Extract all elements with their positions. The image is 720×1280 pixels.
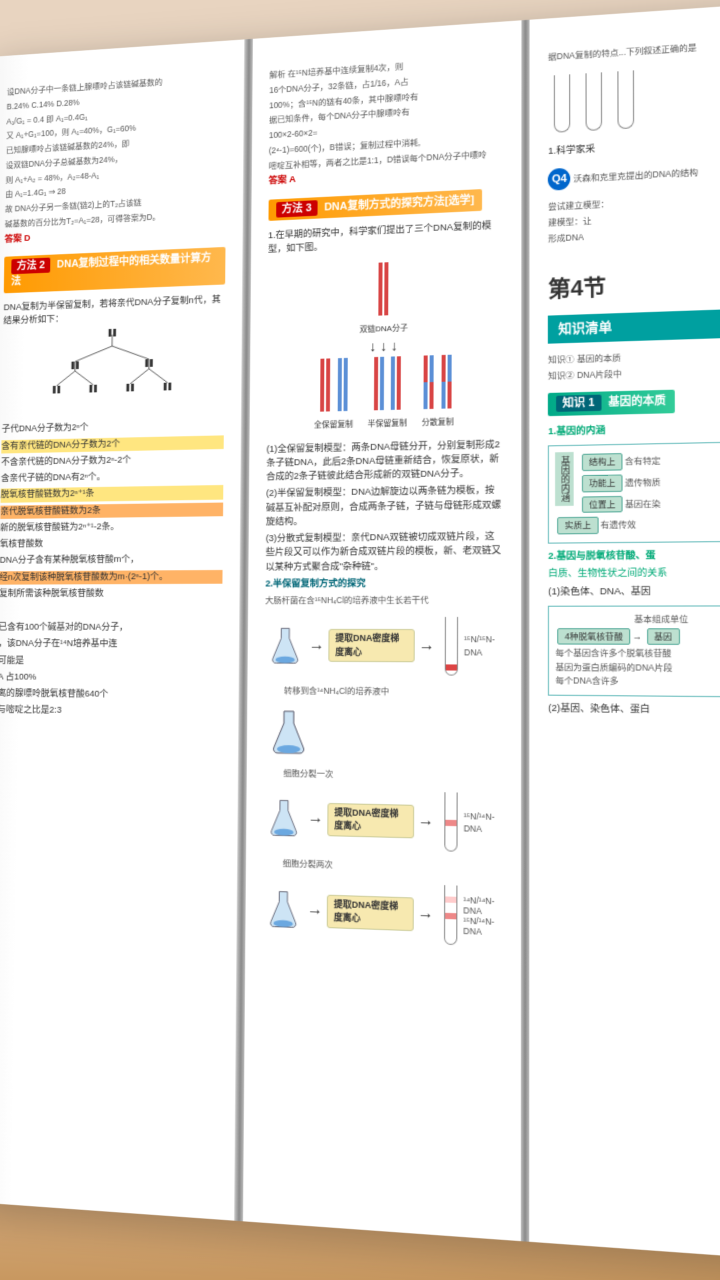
l8: DNA分子含有某种脱氧核苷酸m个， <box>0 553 222 568</box>
pill: 功能上 <box>582 474 623 492</box>
q4-badge: Q4 <box>548 168 570 191</box>
q4: A 占100% <box>0 670 221 685</box>
flask-icon <box>266 884 299 935</box>
l8-hl: 经n次复制该种脱氧核苷酸数为m·(2ⁿ-1)个。 <box>0 569 222 584</box>
pill: 实质上 <box>557 517 598 534</box>
pill: 结构上 <box>582 453 623 471</box>
q3: 可能是 <box>0 654 221 669</box>
tube1-label: ¹⁵N/¹⁵N-DNA <box>464 633 503 659</box>
k2: 知识② DNA片段中 <box>548 363 720 382</box>
method-3-heading: 方法 3 DNA复制方式的探究方法[选学] <box>268 189 482 221</box>
method-3-title: DNA复制方式的探究方法[选学] <box>324 194 474 213</box>
l1-hl: 含有亲代链的DNA分子数为2个 <box>1 435 223 453</box>
rel1: (1)染色体、DNA、基因 <box>548 584 720 599</box>
tube-icon <box>617 70 634 129</box>
k1: 知识① 基因的本质 <box>548 347 720 367</box>
topic-1-heading: 知识 1 基因的本质 <box>548 390 674 416</box>
arrow-icon: → <box>307 898 323 923</box>
pill-text: 基因在染 <box>625 498 661 509</box>
pill-text: 遗传物质 <box>625 477 661 488</box>
flask-icon <box>267 793 300 844</box>
tube-2 <box>444 792 457 852</box>
exp-row-1: → 提取DNA密度梯度离心 → ¹⁵N/¹⁵N-DNA <box>265 613 504 680</box>
box4: 基因为蛋白质编码的DNA片段 <box>555 662 672 673</box>
rep-type-0: 全保留复制 <box>314 418 353 431</box>
step5: 细胞分裂两次 <box>283 857 503 876</box>
tube-row <box>548 57 720 136</box>
exp-intro: 大肠杆菌在含¹⁵NH₄Cl的培养液中生长若干代 <box>265 594 503 607</box>
q5: 离的腺嘌呤脱氧核苷酸640个 <box>0 687 221 703</box>
tube-icon <box>586 72 603 131</box>
exp-row-4: → 提取DNA密度梯度离心 → ¹⁴N/¹⁴N-DNA¹⁵N/¹⁴N-DNA <box>262 876 502 951</box>
q4-text: 沃森和克里克提出的DNA的结构 <box>573 167 698 183</box>
tube3-label: ¹⁴N/¹⁴N-DNA¹⁵N/¹⁴N-DNA <box>463 895 502 938</box>
replication-tree-diagram <box>2 323 225 416</box>
pill-text: 含有特定 <box>625 455 661 466</box>
arrow-icon: → <box>419 634 435 658</box>
gene-essence-box: 基因的内涵 结构上含有特定 功能上遗传物质 位置上基因在染 实质上有遗传效 <box>548 441 720 544</box>
step3: 细胞分裂一次 <box>283 767 503 784</box>
l1: 子代DNA分子数为2ⁿ个 <box>2 418 224 437</box>
sub2b: 白质、生物性状之间的关系 <box>548 566 720 582</box>
arrow-icon: → <box>418 809 434 834</box>
exp-row-2 <box>264 703 503 765</box>
arrow-icon: → <box>309 634 325 658</box>
sub1: 1.基因的内涵 <box>548 420 720 439</box>
knowledge-list-header: 知识清单 <box>548 308 720 343</box>
rep3: (3)分散式复制模型：亲代DNA双链被切成双链片段，这些片段又可以作为新合成双链… <box>265 530 503 575</box>
box1: 4种脱氧核苷酸 <box>558 628 631 645</box>
step6-label: 提取DNA密度梯度离心 <box>327 894 414 931</box>
topic-1-title: 基因的本质 <box>608 395 666 409</box>
method-2-heading: 方法 2 DNA复制过程中的相关数量计算方法 <box>4 247 225 293</box>
parent-label: 双链DNA分子 <box>360 322 408 335</box>
method-2-tag: 方法 2 <box>11 257 50 274</box>
sub2: 2.基因与脱氧核苷酸、蛋 <box>548 548 720 564</box>
rep1: (1)全保留复制模型：两条DNA母链分开，分别复制形成2条子链DNA，此后2条D… <box>266 438 503 485</box>
l5-hl: 亲代脱氧核苷酸链数为2条 <box>0 502 223 519</box>
method-3-tag: 方法 3 <box>276 200 318 217</box>
flask-icon <box>268 707 309 757</box>
arrow-icon: → <box>417 902 433 927</box>
sec2-title: 2.半保留复制方式的探究 <box>265 576 503 591</box>
rel2: (2)基因、染色体、蛋白 <box>548 702 720 719</box>
rep-type-2: 分散复制 <box>422 416 454 429</box>
rep-type-1: 半保留复制 <box>367 417 407 430</box>
l7: 氧核苷酸数 <box>0 536 223 552</box>
tube-1 <box>445 617 458 676</box>
l2: 不含亲代链的DNA分子数为2ⁿ-2个 <box>1 452 223 470</box>
box3: 基因 <box>647 628 680 645</box>
tube2-label: ¹⁵N/¹⁴N-DNA <box>464 809 503 836</box>
q6: 与嘧啶之比是2:3 <box>0 704 221 720</box>
box-top: 基本组成单位 <box>555 612 720 625</box>
tube-3 <box>444 885 458 945</box>
rep2: (2)半保留复制模型：DNA边解旋边以两条链为模板，按碱基互补配对原则，合成两条… <box>266 484 503 530</box>
section-4-title: 第4节 <box>548 264 720 306</box>
l9: 复制所需该种脱氧核苷酸数 <box>0 586 222 600</box>
pill-text: 有遗传效 <box>601 520 637 531</box>
pill: 位置上 <box>582 495 623 513</box>
replication-models-diagram: 双链DNA分子 ↓ ↓ ↓ 全保留复制 半保留复制 分散复制 <box>266 257 503 433</box>
side-label: 基因的内涵 <box>555 452 573 506</box>
r-top: 据DNA复制的特点...下列叙述正确的是 <box>548 36 720 63</box>
q1: 已含有100个碱基对的DNA分子， <box>0 621 222 635</box>
step4-label: 提取DNA密度梯度离心 <box>327 803 414 838</box>
flask-icon <box>268 621 301 671</box>
relation-box: 基本组成单位 4种脱氧核苷酸→ 基因 每个基因含许多个脱氧核苷酸 基因为蛋白质编… <box>548 605 720 697</box>
q2: ，该DNA分子在¹⁴N培养基中连 <box>0 637 222 651</box>
m2-intro: DNA复制为半保留复制，若将亲代DNA分子复制n代，其结果分析如下： <box>3 293 225 328</box>
m3-intro: 1.在早期的研究中，科学家们提出了三个DNA复制的模型，如下图。 <box>268 219 504 257</box>
l4-hl: 脱氧核苷酸链数为2ⁿ⁺¹条 <box>1 485 223 502</box>
arrow-icon: → <box>308 807 324 831</box>
box2: 每个基因含许多个脱氧核苷酸 <box>555 648 671 659</box>
exp-row-3: → 提取DNA密度梯度离心 → ¹⁵N/¹⁴N-DNA <box>263 785 503 857</box>
l3: 含亲代子链的DNA有2ⁿ个。 <box>1 468 223 486</box>
topic-1-tag: 知识 1 <box>556 395 601 412</box>
box5: 每个DNA含许多 <box>555 675 618 686</box>
step1-label: 提取DNA密度梯度离心 <box>328 629 414 662</box>
l6: 新的脱氧核苷酸链为2ⁿ⁺¹-2条。 <box>0 519 223 535</box>
sci-text: 1.科学家采 <box>548 133 720 159</box>
tube-icon <box>554 74 570 132</box>
step2: 转移到含¹⁴NH₄Cl的培养液中 <box>284 684 503 699</box>
